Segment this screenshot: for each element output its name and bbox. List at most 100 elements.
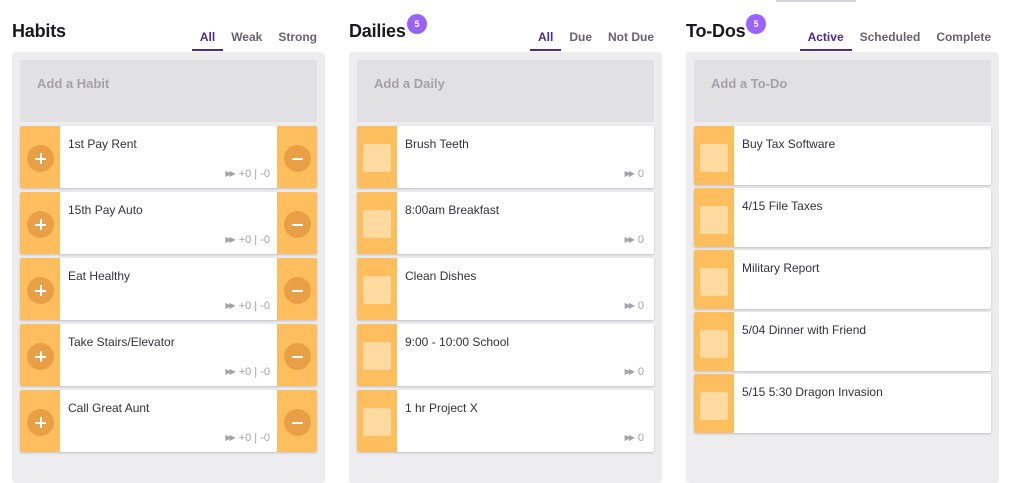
checkbox-icon[interactable] <box>363 342 391 370</box>
tab-dailies-due[interactable]: Due <box>569 30 592 44</box>
tab-habits-weak[interactable]: Weak <box>231 30 263 44</box>
daily-card: 8:00am Breakfast ▶▶ 0 <box>357 192 654 254</box>
tab-habits-all[interactable]: All <box>191 29 224 51</box>
habits-title: Habits <box>12 21 66 41</box>
double-arrow-icon: ▶▶ <box>225 367 235 376</box>
minus-icon[interactable] <box>284 409 311 436</box>
habit-title[interactable]: Eat Healthy <box>68 269 131 283</box>
daily-card: 1 hr Project X ▶▶ 0 <box>357 390 654 452</box>
daily-check-area <box>357 390 397 452</box>
minus-icon[interactable] <box>284 145 311 172</box>
tab-dailies-not-due[interactable]: Not Due <box>608 30 654 44</box>
daily-card: Brush Teeth ▶▶ 0 <box>357 126 654 188</box>
checkbox-icon[interactable] <box>700 206 728 234</box>
todo-card: Buy Tax Software <box>694 126 991 185</box>
plus-icon[interactable] <box>27 211 54 238</box>
daily-title[interactable]: Clean Dishes <box>405 269 477 283</box>
double-arrow-icon: ▶▶ <box>624 169 635 178</box>
habit-stats: ▶▶ +0 | -0 <box>225 168 270 180</box>
habit-card: Eat Healthy ▶▶ +0 | -0 <box>20 258 317 320</box>
checkbox-icon[interactable] <box>700 392 728 420</box>
checkbox-icon[interactable] <box>363 210 391 238</box>
habit-down-area <box>277 258 317 320</box>
tab-todos-complete[interactable]: Complete <box>936 30 991 44</box>
habit-stats: ▶▶ +0 | -0 <box>225 432 270 444</box>
checkbox-icon[interactable] <box>363 408 391 436</box>
daily-check-area <box>357 258 397 320</box>
daily-title[interactable]: 1 hr Project X <box>405 401 478 415</box>
tab-todos-scheduled[interactable]: Scheduled <box>859 30 921 44</box>
plus-icon[interactable] <box>27 343 54 370</box>
todo-check-area <box>694 312 734 371</box>
checkbox-icon[interactable] <box>363 144 391 172</box>
minus-icon[interactable] <box>284 277 311 304</box>
todo-card: 4/15 File Taxes <box>694 188 991 247</box>
todo-title[interactable]: 4/15 File Taxes <box>742 199 823 213</box>
dailies-filter-tabs: All Due Not Due <box>529 29 662 51</box>
habit-up-area <box>20 126 60 188</box>
daily-check-area <box>357 126 397 188</box>
daily-check-area <box>357 192 397 254</box>
add-todo-input[interactable]: Add a To-Do <box>694 60 991 122</box>
todo-title[interactable]: 5/15 5:30 Dragon Invasion <box>742 385 883 399</box>
plus-icon[interactable] <box>27 145 54 172</box>
minus-icon[interactable] <box>284 343 311 370</box>
habit-up-area <box>20 324 60 386</box>
dailies-column: Dailies 5 All Due Not Due Add a Daily Br… <box>349 0 662 483</box>
dailies-header: Dailies 5 All Due Not Due <box>349 0 662 52</box>
habits-list: Add a Habit 1st Pay Rent ▶▶ +0 | -0 15th … <box>12 52 325 483</box>
checkbox-icon[interactable] <box>700 144 728 172</box>
habits-column: Habits All Weak Strong Add a Habit 1st P… <box>12 0 325 483</box>
todo-title[interactable]: 5/04 Dinner with Friend <box>742 323 867 337</box>
habit-card: 1st Pay Rent ▶▶ +0 | -0 <box>20 126 317 188</box>
checkbox-icon[interactable] <box>700 330 728 358</box>
todos-filter-tabs: Active Scheduled Complete <box>799 29 999 51</box>
plus-icon[interactable] <box>27 409 54 436</box>
todo-title[interactable]: Buy Tax Software <box>742 137 836 151</box>
habit-card: Call Great Aunt ▶▶ +0 | -0 <box>20 390 317 452</box>
dailies-list: Add a Daily Brush Teeth ▶▶ 0 8:00am Break… <box>349 52 662 483</box>
daily-streak: ▶▶ 0 <box>624 366 644 378</box>
daily-title[interactable]: 9:00 - 10:00 School <box>405 335 510 349</box>
todo-check-area <box>694 126 734 185</box>
minus-icon[interactable] <box>284 211 311 238</box>
double-arrow-icon: ▶▶ <box>624 301 635 310</box>
daily-card: Clean Dishes ▶▶ 0 <box>357 258 654 320</box>
habit-down-area <box>277 126 317 188</box>
todo-check-area <box>694 188 734 247</box>
habit-title[interactable]: Take Stairs/Elevator <box>68 335 175 349</box>
plus-icon[interactable] <box>27 277 54 304</box>
checkbox-icon[interactable] <box>700 268 728 296</box>
daily-title[interactable]: Brush Teeth <box>405 137 469 151</box>
daily-title[interactable]: 8:00am Breakfast <box>405 203 500 217</box>
add-daily-input[interactable]: Add a Daily <box>357 60 654 122</box>
todo-check-area <box>694 374 734 433</box>
daily-streak: ▶▶ 0 <box>624 168 644 180</box>
double-arrow-icon: ▶▶ <box>624 433 635 442</box>
checkbox-icon[interactable] <box>363 276 391 304</box>
todo-title[interactable]: Military Report <box>742 261 820 275</box>
habit-up-area <box>20 192 60 254</box>
double-arrow-icon: ▶▶ <box>624 367 635 376</box>
todo-card: 5/04 Dinner with Friend <box>694 312 991 371</box>
habit-title[interactable]: 15th Pay Auto <box>68 203 143 217</box>
todos-title: To-Dos <box>686 21 746 41</box>
daily-check-area <box>357 324 397 386</box>
tab-habits-strong[interactable]: Strong <box>278 30 317 44</box>
habit-stats: ▶▶ +0 | -0 <box>225 300 270 312</box>
habit-title[interactable]: Call Great Aunt <box>68 401 150 415</box>
habit-stats: ▶▶ +0 | -0 <box>225 366 270 378</box>
double-arrow-icon: ▶▶ <box>225 301 235 310</box>
daily-streak: ▶▶ 0 <box>624 234 644 246</box>
double-arrow-icon: ▶▶ <box>225 169 235 178</box>
habit-title[interactable]: 1st Pay Rent <box>68 137 137 151</box>
add-habit-input[interactable]: Add a Habit <box>20 60 317 122</box>
habit-down-area <box>277 324 317 386</box>
tab-dailies-all[interactable]: All <box>529 29 562 51</box>
daily-streak: ▶▶ 0 <box>624 432 644 444</box>
habit-stats: ▶▶ +0 | -0 <box>225 234 270 246</box>
habit-down-area <box>277 192 317 254</box>
tab-todos-active[interactable]: Active <box>799 29 852 51</box>
habit-up-area <box>20 390 60 452</box>
